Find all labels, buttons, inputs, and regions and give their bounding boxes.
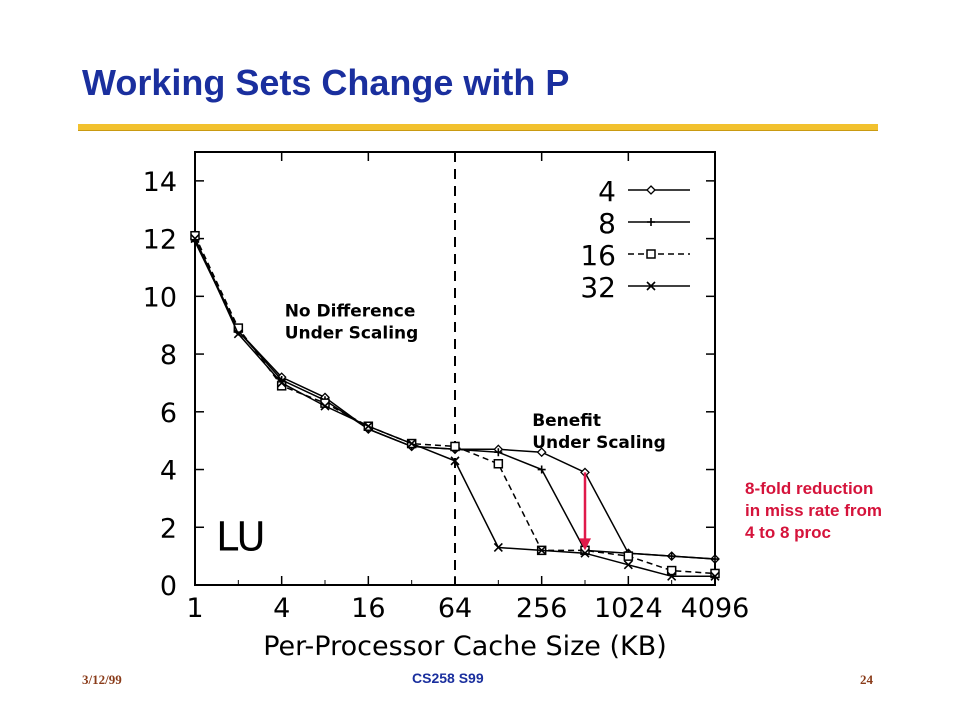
region-annotation: Under Scaling — [532, 433, 666, 453]
point-series-16 — [666, 565, 677, 576]
y-tick-label: 2 — [160, 513, 177, 544]
point-series-8 — [537, 465, 546, 474]
point-series-32 — [450, 456, 460, 466]
x-axis-label: Per-Processor Cache Size (KB) — [263, 631, 667, 662]
x-tick-label: 4096 — [681, 593, 750, 624]
legend-marker-8 — [647, 218, 655, 226]
point-series-32 — [233, 329, 243, 339]
x-tick-label: 1 — [186, 593, 203, 624]
point-series-32 — [493, 542, 503, 553]
region-annotation: Under Scaling — [285, 324, 419, 344]
footer-date: 3/12/99 — [82, 672, 122, 687]
point-series-32 — [623, 560, 633, 570]
reduction-arrow-head — [579, 538, 591, 551]
annotation-line-2: in miss rate from — [745, 501, 882, 520]
legend-marker-32 — [646, 281, 656, 291]
x-tick-label: 4 — [273, 593, 290, 624]
point-series-32 — [363, 421, 373, 431]
footer-page-number: 24 — [860, 672, 873, 687]
y-tick-label: 4 — [160, 456, 177, 487]
point-series-32 — [190, 234, 200, 244]
point-series-32 — [580, 548, 590, 558]
point-series-32 — [537, 545, 547, 555]
y-tick-label: 6 — [160, 398, 177, 429]
point-series-4 — [536, 447, 547, 458]
annotation-line-1: 8-fold reduction — [745, 479, 874, 498]
legend-label-8: 8 — [598, 207, 616, 240]
point-series-8 — [494, 448, 503, 457]
footer-course: CS258 S99 — [412, 670, 484, 686]
point-series-16 — [623, 551, 634, 561]
y-tick-label: 12 — [143, 225, 177, 256]
region-annotation: Benefit — [532, 411, 601, 431]
legend-label-32: 32 — [580, 271, 616, 304]
point-series-32 — [710, 571, 720, 581]
y-tick-label: 8 — [160, 340, 177, 371]
y-tick-label: 14 — [143, 167, 177, 198]
point-series-32 — [277, 378, 287, 388]
x-tick-label: 256 — [516, 593, 568, 624]
title-divider — [78, 124, 878, 131]
slide-title: Working Sets Change with P — [82, 62, 570, 103]
point-series-8 — [667, 552, 676, 561]
x-tick-label: 16 — [351, 593, 385, 624]
reduction-annotation: 8-fold reduction in miss rate from 4 to … — [745, 478, 935, 544]
chart-label-lu: LU — [216, 514, 266, 560]
y-tick-label: 10 — [143, 282, 177, 313]
legend-label-16: 16 — [580, 239, 616, 272]
legend-label-4: 4 — [598, 175, 616, 208]
point-series-8 — [711, 555, 719, 564]
x-tick-label: 1024 — [594, 593, 663, 624]
legend-marker-4 — [646, 185, 656, 195]
point-series-16 — [493, 459, 504, 469]
y-tick-label: 0 — [160, 571, 177, 602]
point-series-32 — [407, 438, 417, 449]
legend-marker-16 — [646, 249, 656, 259]
point-series-32 — [667, 571, 677, 581]
point-series-32 — [320, 401, 330, 411]
region-annotation: No Difference — [285, 302, 416, 322]
x-tick-label: 64 — [438, 593, 472, 624]
annotation-line-3: 4 to 8 proc — [745, 523, 831, 542]
point-series-16 — [450, 441, 460, 452]
point-series-16 — [233, 323, 244, 333]
